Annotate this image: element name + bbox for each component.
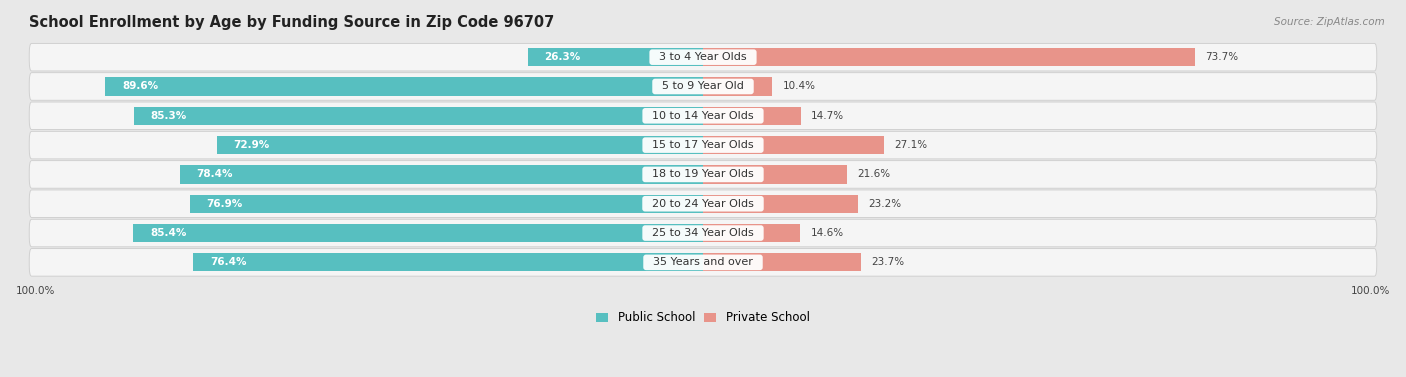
FancyBboxPatch shape <box>30 131 1376 159</box>
Text: 23.2%: 23.2% <box>868 199 901 209</box>
Bar <box>703 48 1195 66</box>
Bar <box>703 253 860 271</box>
Text: 85.3%: 85.3% <box>150 111 187 121</box>
Bar <box>190 195 703 213</box>
FancyBboxPatch shape <box>30 219 1376 247</box>
Legend: Public School, Private School: Public School, Private School <box>592 307 814 329</box>
Bar <box>194 253 703 271</box>
Text: 15 to 17 Year Olds: 15 to 17 Year Olds <box>645 140 761 150</box>
Text: 14.7%: 14.7% <box>811 111 844 121</box>
Bar <box>703 136 884 154</box>
Text: 10 to 14 Year Olds: 10 to 14 Year Olds <box>645 111 761 121</box>
Text: 10.4%: 10.4% <box>782 81 815 92</box>
FancyBboxPatch shape <box>30 190 1376 218</box>
Text: 73.7%: 73.7% <box>1205 52 1237 62</box>
Bar <box>217 136 703 154</box>
Text: 23.7%: 23.7% <box>872 257 904 267</box>
Text: 14.6%: 14.6% <box>810 228 844 238</box>
FancyBboxPatch shape <box>30 43 1376 71</box>
Text: 76.9%: 76.9% <box>207 199 243 209</box>
Text: 3 to 4 Year Olds: 3 to 4 Year Olds <box>652 52 754 62</box>
FancyBboxPatch shape <box>30 102 1376 130</box>
Bar <box>180 166 703 184</box>
Bar <box>703 195 858 213</box>
Text: 21.6%: 21.6% <box>858 169 890 179</box>
Bar <box>527 48 703 66</box>
FancyBboxPatch shape <box>30 73 1376 100</box>
Text: 5 to 9 Year Old: 5 to 9 Year Old <box>655 81 751 92</box>
Text: 72.9%: 72.9% <box>233 140 270 150</box>
Text: School Enrollment by Age by Funding Source in Zip Code 96707: School Enrollment by Age by Funding Sour… <box>30 15 554 30</box>
Text: 76.4%: 76.4% <box>209 257 246 267</box>
Text: 85.4%: 85.4% <box>150 228 187 238</box>
Bar <box>105 77 703 95</box>
Bar <box>703 224 800 242</box>
Text: 27.1%: 27.1% <box>894 140 927 150</box>
Bar <box>703 166 846 184</box>
Text: 25 to 34 Year Olds: 25 to 34 Year Olds <box>645 228 761 238</box>
Bar <box>703 107 801 125</box>
FancyBboxPatch shape <box>30 161 1376 188</box>
Bar <box>134 224 703 242</box>
Text: Source: ZipAtlas.com: Source: ZipAtlas.com <box>1274 17 1385 27</box>
Bar <box>703 77 772 95</box>
Text: 18 to 19 Year Olds: 18 to 19 Year Olds <box>645 169 761 179</box>
Text: 20 to 24 Year Olds: 20 to 24 Year Olds <box>645 199 761 209</box>
Text: 89.6%: 89.6% <box>122 81 157 92</box>
Bar <box>134 107 703 125</box>
Text: 35 Years and over: 35 Years and over <box>647 257 759 267</box>
FancyBboxPatch shape <box>30 248 1376 276</box>
Text: 26.3%: 26.3% <box>544 52 581 62</box>
Text: 78.4%: 78.4% <box>197 169 233 179</box>
